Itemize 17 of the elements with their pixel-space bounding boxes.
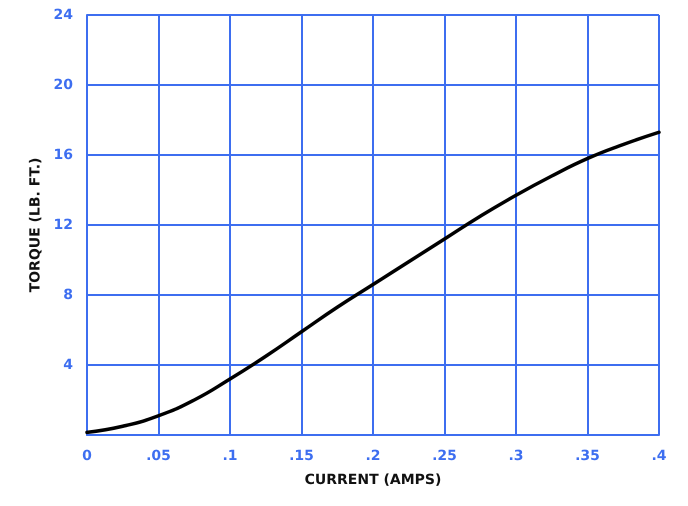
x-tick-label: .1 [222, 448, 238, 464]
x-tick-label: .35 [575, 448, 600, 464]
x-tick-label: .05 [146, 448, 171, 464]
y-tick-label: 8 [63, 287, 73, 303]
x-tick-label: .15 [289, 448, 314, 464]
y-tick-label: 12 [54, 217, 73, 233]
y-axis-title: TORQUE (LB. FT.) [28, 158, 44, 292]
y-tick-label: 20 [54, 77, 74, 93]
x-tick-label: .3 [508, 448, 524, 464]
y-tick-label: 4 [63, 357, 74, 373]
x-tick-label: .25 [432, 448, 457, 464]
y-tick-label: 24 [54, 7, 74, 23]
x-tick-label: .2 [365, 448, 381, 464]
x-axis-title: CURRENT (AMPS) [304, 472, 442, 488]
y-tick-label: 16 [54, 147, 73, 163]
x-tick-label: .4 [651, 448, 667, 464]
x-tick-label: 0 [82, 448, 92, 464]
